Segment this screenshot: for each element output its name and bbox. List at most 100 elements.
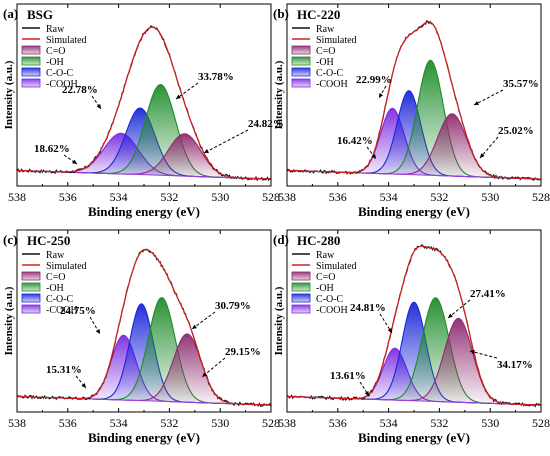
peak-fill-co bbox=[287, 318, 541, 406]
percent-arrow bbox=[91, 95, 102, 110]
percent-label-oh: 30.79% bbox=[215, 300, 251, 312]
panel-hc-220: 538 536 534 532 530 528 Binding energy (eV) Int… bbox=[273, 3, 550, 219]
legend-swatch bbox=[291, 45, 311, 55]
percent-arrowhead bbox=[480, 153, 485, 158]
percent-label-cooh: 13.61% bbox=[330, 370, 366, 382]
legend-swatch bbox=[21, 56, 41, 66]
simulated-line bbox=[17, 248, 271, 406]
x-tick-label: 528 bbox=[532, 190, 550, 204]
legend-label: -OH bbox=[316, 283, 334, 294]
x-tick-label: 528 bbox=[262, 416, 280, 430]
percent-label-oh: 35.57% bbox=[503, 78, 539, 90]
peak-fill-coc bbox=[17, 303, 271, 406]
percent-arrowhead bbox=[379, 93, 384, 98]
sample-name: HC-220 bbox=[297, 7, 340, 22]
simulated-line bbox=[17, 26, 271, 180]
legend-label: Raw bbox=[316, 24, 335, 35]
percent-arrowhead bbox=[448, 313, 453, 318]
peak-fill-coc bbox=[287, 302, 541, 406]
simulated-line bbox=[287, 245, 541, 406]
legend-label: -COOH bbox=[46, 79, 78, 90]
percent-arrow bbox=[359, 381, 370, 397]
percent-arrowhead bbox=[474, 100, 479, 105]
x-axis-label: Binding energy (eV) bbox=[88, 430, 200, 445]
curves bbox=[17, 248, 271, 407]
legend-swatch bbox=[291, 67, 311, 77]
x-tick-label: 538 bbox=[8, 190, 26, 204]
legend-swatch bbox=[291, 78, 311, 88]
percent-label-co: 34.17% bbox=[497, 359, 533, 371]
x-tick-label: 530 bbox=[211, 416, 229, 430]
x-tick-label: 532 bbox=[160, 190, 178, 204]
legend-label: C-O-C bbox=[316, 294, 344, 305]
y-axis-label: Intensity (a.u.) bbox=[3, 60, 15, 129]
legend-label: C-O-C bbox=[316, 68, 344, 79]
curves bbox=[17, 25, 271, 182]
percent-label-oh: 27.41% bbox=[470, 288, 506, 300]
legend-swatch bbox=[291, 293, 311, 303]
x-tick-label: 530 bbox=[211, 190, 229, 204]
percent-arrowhead bbox=[176, 94, 181, 99]
percent-arrow bbox=[379, 313, 393, 334]
legend-swatch bbox=[291, 304, 311, 314]
x-tick-label: 538 bbox=[8, 416, 26, 430]
percent-label-cooh: 15.31% bbox=[46, 364, 82, 376]
legend-swatch bbox=[21, 271, 41, 281]
x-tick-label: 530 bbox=[481, 190, 499, 204]
legend-label: Simulated bbox=[316, 35, 357, 46]
x-tick-label: 532 bbox=[430, 190, 448, 204]
peak-fill-oh bbox=[17, 84, 271, 180]
percent-arrow bbox=[63, 154, 78, 165]
x-axis-label: Binding energy (eV) bbox=[358, 204, 470, 219]
x-tick-label: 532 bbox=[430, 416, 448, 430]
percent-arrowhead bbox=[364, 391, 369, 396]
legend-label: -OH bbox=[316, 57, 334, 68]
legend-label: Raw bbox=[46, 250, 65, 261]
legend-swatch bbox=[21, 282, 41, 292]
panel-label: (c) bbox=[3, 232, 17, 247]
percent-arrowhead bbox=[204, 148, 209, 153]
legend-label: -OH bbox=[46, 57, 64, 68]
legend-label: Simulated bbox=[46, 35, 87, 46]
legend-label: Simulated bbox=[46, 261, 87, 272]
panel-label: (d) bbox=[273, 232, 289, 247]
x-tick-label: 530 bbox=[481, 416, 499, 430]
curves bbox=[287, 20, 541, 181]
panel-label: (b) bbox=[273, 6, 289, 21]
legend-label: C=O bbox=[46, 272, 66, 283]
percent-arrowhead bbox=[387, 328, 392, 333]
percent-label-oh: 33.78% bbox=[198, 71, 234, 83]
percent-arrowhead bbox=[95, 329, 100, 334]
legend-label: -COOH bbox=[316, 305, 348, 316]
percent-label-coc: 24.75% bbox=[60, 305, 96, 317]
legend-swatch bbox=[291, 282, 311, 292]
percent-arrow bbox=[473, 89, 504, 106]
legend-label: C=O bbox=[316, 272, 336, 283]
x-tick-label: 534 bbox=[380, 416, 398, 430]
sample-name: BSG bbox=[27, 7, 53, 22]
legend-label: -COOH bbox=[316, 79, 348, 90]
legend-label: Raw bbox=[46, 24, 65, 35]
legend-label: C=O bbox=[46, 46, 66, 57]
panel-label: (a) bbox=[3, 6, 18, 21]
percent-arrowhead bbox=[202, 372, 207, 377]
legend-swatch bbox=[21, 78, 41, 88]
legend-swatch bbox=[291, 271, 311, 281]
legend-swatch bbox=[21, 304, 41, 314]
peak-fill-oh bbox=[287, 60, 541, 180]
percent-arrow bbox=[75, 375, 87, 389]
peak-fill-oh bbox=[17, 297, 271, 406]
legend-label: C=O bbox=[316, 46, 336, 57]
percent-label-co: 24.82% bbox=[248, 118, 284, 130]
legend-label: -OH bbox=[46, 283, 64, 294]
x-axis-label: Binding energy (eV) bbox=[358, 430, 470, 445]
x-tick-label: 536 bbox=[59, 190, 77, 204]
legend-label: C-O-C bbox=[46, 68, 74, 79]
x-tick-label: 532 bbox=[160, 416, 178, 430]
x-tick-label: 536 bbox=[329, 416, 347, 430]
percent-arrowhead bbox=[96, 104, 101, 109]
percent-arrowhead bbox=[192, 324, 197, 329]
sample-name: HC-250 bbox=[27, 233, 70, 248]
panel-hc-280: 538 536 534 532 530 528 Binding energy (eV) Int… bbox=[273, 229, 550, 445]
